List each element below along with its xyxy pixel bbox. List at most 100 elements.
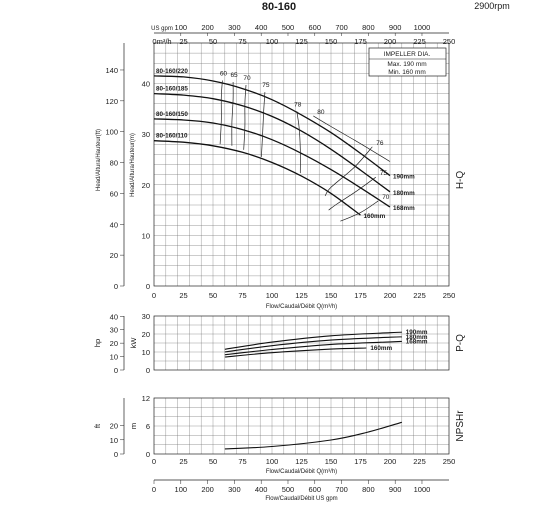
hq-y-tick-label-m: 0: [146, 282, 150, 291]
top-axis-m3h-tick: 125: [295, 37, 308, 46]
npsh-y-axis-title-ft: ft: [93, 423, 102, 428]
hq-y-tick-label-ft: 20: [110, 251, 118, 260]
npsh-x-tick-label: 200: [384, 457, 397, 466]
iso-efficiency-curve-75: [328, 176, 377, 211]
top-axis-m3h-tick: 250: [443, 37, 456, 46]
pq-y-tick-label-kw: 10: [142, 348, 150, 357]
hq-frame: [153, 42, 450, 287]
power-curve-168mm: [224, 340, 402, 356]
impeller-legend-title: IMPELLER DIA.: [384, 51, 431, 58]
npsh-y-tick-label-m: 6: [146, 422, 150, 431]
top-axis-m3h-tick: 175: [354, 37, 367, 46]
top-axis-usgpm-tick: 200: [201, 23, 214, 32]
efficiency-label: 65: [230, 72, 238, 79]
hq-y-tick-label-ft: 80: [110, 159, 118, 168]
efficiency-curve-65: [231, 81, 234, 146]
rpm-label: 2900rpm: [474, 1, 510, 11]
power-curve-label: 190mm: [406, 329, 428, 336]
top-axis-usgpm-tick: 600: [309, 23, 322, 32]
top-axis-usgpm-tick: 900: [389, 23, 402, 32]
hq-curve-end-label: 180mm: [393, 190, 415, 197]
power-curve-180mm: [224, 336, 402, 353]
hq-x-tick-label: 0: [152, 291, 156, 300]
pq-y-tick-label-kw: 0: [146, 366, 150, 375]
top-axis-m3h-tick: 75: [238, 37, 246, 46]
npsh-x-tick-label: 75: [238, 457, 246, 466]
hq-curve-190mm: [153, 75, 391, 177]
panel-frames: [120, 32, 450, 484]
power-curve-160mm: [224, 347, 367, 358]
hq-y-tick-label-m: 40: [142, 80, 150, 89]
impeller-legend-max: Max. 190 mm: [387, 61, 426, 68]
gpm-x-axis-title: Flow/Caudal/Débit US gpm: [265, 496, 337, 502]
top-axis-m3h-tick: 150: [325, 37, 338, 46]
hq-x-tick-label: 100: [266, 291, 279, 300]
power-curve-label: 168mm: [406, 338, 428, 345]
efficiency-curve-60: [219, 80, 223, 145]
gpm-tick-label: 100: [175, 485, 188, 494]
hq-x-tick-label: 25: [179, 291, 187, 300]
iso-efficiency-label: 76: [376, 140, 384, 147]
gpm-tick-label: 700: [335, 485, 348, 494]
efficiency-label: 75: [262, 82, 270, 89]
power-curve-label: 160mm: [370, 345, 392, 352]
top-axis-m3h-tick: 200: [384, 37, 397, 46]
npsh-y-axis-title-m: m: [129, 423, 138, 429]
impeller-legend: IMPELLER DIA. Max. 190 mm Min. 160 mm: [368, 47, 447, 77]
pq-y-tick-label-hp: 30: [110, 326, 118, 335]
hq-y-axis-title-ft: Head/Altura/Hauteur(ft): [96, 129, 102, 191]
gpm-tick-label: 0: [152, 485, 156, 494]
hq-x-tick-label: 250: [443, 291, 456, 300]
pq-y-tick-label-kw: 30: [142, 312, 150, 321]
gpm-tick-label: 500: [282, 485, 295, 494]
hq-curve-168mm: [153, 118, 391, 208]
gpm-tick-label: 600: [309, 485, 322, 494]
hq-y-tick-label-ft: 140: [105, 66, 118, 75]
npsh-y-tick-label-ft: 0: [114, 450, 118, 459]
gpm-tick-label: 800: [362, 485, 375, 494]
hq-x-tick-label: 50: [209, 291, 217, 300]
hq-curve-name-label: 80-160/185: [156, 86, 188, 93]
npsh-curve: [224, 421, 402, 450]
hq-y-tick-label-m: 10: [142, 231, 150, 240]
hq-side-label: H-Q: [455, 171, 466, 190]
gpm-tick-label: 1000: [414, 485, 431, 494]
npsh-x-tick-label: 50: [209, 457, 217, 466]
top-axis-m3h-tick: 100: [266, 37, 279, 46]
hq-y-tick-label-ft: 0: [114, 282, 118, 291]
hq-y-tick-label-ft: 40: [110, 220, 118, 229]
pq-frame: [153, 315, 450, 371]
top-axis-m3h-tick: 25: [179, 37, 187, 46]
npsh-x-tick-label: 250: [443, 457, 456, 466]
hq-x-tick-label: 75: [238, 291, 246, 300]
hq-y-tick-label-ft: 100: [105, 128, 118, 137]
top-axis-m3h-tick: 225: [413, 37, 426, 46]
iso-efficiency-label: 70: [382, 194, 390, 201]
hq-x-tick-label: 200: [384, 291, 397, 300]
grid-lines: [154, 43, 449, 454]
npsh-x-tick-label: 25: [179, 457, 187, 466]
efficiency-label: 60: [220, 70, 228, 77]
hq-y-axis-title-m: Head/Altura/Hauteur(m): [130, 133, 136, 197]
npsh-y-tick-label-m: 12: [142, 394, 150, 403]
top-axis-usgpm-tick: 1000: [414, 23, 431, 32]
npsh-x-axis-title: Flow/Caudal/Débit Q(m³/h): [266, 469, 337, 475]
pq-y-axis-title-kw: kW: [129, 337, 138, 349]
npsh-frame: [153, 397, 450, 455]
npsh-x-tick-label: 100: [266, 457, 279, 466]
pq-y-tick-label-hp: 20: [110, 339, 118, 348]
hq-curve-name-label: 80-160/110: [156, 133, 188, 140]
npsh-side-label: NPSHr: [455, 410, 466, 442]
efficiency-curve-70: [243, 84, 247, 150]
hq-curve-name-label: 80-160/220: [156, 68, 188, 75]
top-axis-usgpm-tick: 500: [282, 23, 295, 32]
iso-efficiency-curve-80: [313, 115, 391, 162]
npsh-x-tick-label: 175: [354, 457, 367, 466]
efficiency-label: 78: [294, 101, 302, 108]
top-axis-usgpm-tick: 100: [175, 23, 188, 32]
npsh-x-tick-label: 150: [325, 457, 338, 466]
pq-y-tick-label-hp: 0: [114, 366, 118, 375]
npsh-x-tick-label: 225: [413, 457, 426, 466]
iso-efficiency-label: 75: [380, 170, 388, 177]
